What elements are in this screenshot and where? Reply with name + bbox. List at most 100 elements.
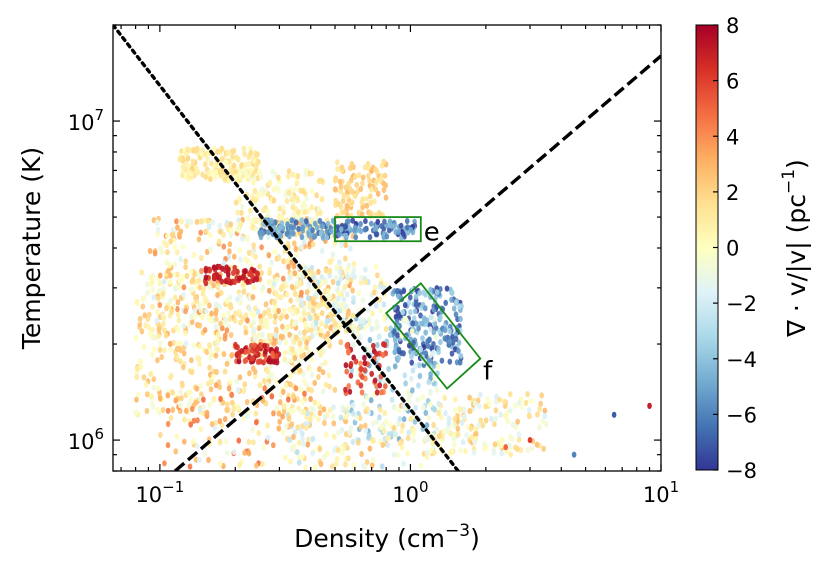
scatter-point [411,437,417,444]
scatter-point [358,360,363,367]
scatter-point [242,357,248,365]
scatter-point [317,366,322,373]
scatter-point [208,386,214,393]
scatter-point [365,306,371,314]
scatter-point [356,172,362,179]
scatter-point [262,342,268,349]
scatter-point [464,432,469,439]
scatter-point [150,303,155,310]
scatter-point [191,147,196,154]
scatter-point [449,350,455,357]
scatter-point [235,209,240,216]
scatter-point [187,389,193,396]
scatter-point [371,342,376,349]
scatter-point [160,290,166,298]
scatter-point [377,406,383,413]
scatter-point [343,362,349,369]
scatter-point [181,364,186,371]
scatter-point [228,304,234,311]
scatter-point [337,231,342,238]
scatter-point [303,265,309,272]
scatter-point [243,312,249,319]
scatter-point [208,347,213,354]
scatter-point [262,310,267,317]
annotations: ef [424,218,493,387]
colorbar-tick-label: −4 [726,348,757,372]
scatter-point [366,316,372,323]
scatter-point [300,188,306,195]
scatter-point [354,181,360,189]
scatter-point [174,345,180,352]
scatter-point [510,421,516,428]
scatter-point [217,418,223,425]
scatter-point [493,407,499,414]
scatter-point [224,406,229,413]
scatter-point [611,411,617,418]
scatter-point [384,233,390,240]
scatter-point [319,274,325,281]
scatter-point [142,312,148,319]
scatter-point [238,319,243,326]
scatter-point [272,318,278,325]
scatter-point [237,247,243,254]
scatter-point [293,291,298,298]
scatter-point [380,352,386,359]
scatter-point [395,451,401,458]
scatter-point [266,278,272,286]
scatter-point [339,164,345,171]
scatter-point [250,193,255,200]
scatter-point [308,218,314,225]
scatter-point [297,340,303,347]
scatter-point [363,278,369,286]
scatter-point [344,291,350,298]
scatter-point [270,350,275,357]
scatter-point [235,387,241,394]
scatter-point [177,340,183,347]
scatter-point [232,264,237,271]
scatter-point [272,358,278,365]
scatter-point [338,203,344,210]
scatter-point [392,223,398,230]
scatter-point [289,421,295,428]
scatter-point [281,204,286,211]
scatter-point [201,300,206,307]
scatter-point [286,416,292,423]
scatter-point [208,175,213,183]
scatter-point [134,409,139,416]
scatter-point [362,354,367,361]
scatter-point [315,303,321,310]
scatter-point [512,402,518,409]
scatter-point [393,337,398,344]
scatter-point [366,172,371,180]
scatter-point [278,232,284,239]
scatter-point [161,314,167,322]
scatter-point [348,372,354,379]
scatter-point [362,360,368,367]
x-tick-label: 101 [643,478,679,507]
scatter-point [327,293,333,300]
scatter-point [364,195,370,202]
scatter-point [287,275,292,282]
scatter-point [138,358,143,365]
scatter-point [217,228,223,235]
scatter-point [337,322,343,329]
scatter-point [241,145,247,152]
scatter-point [370,310,375,317]
scatter-point [408,309,413,316]
scatter-point [253,410,259,417]
scatter-point [341,209,347,216]
scatter-point [290,229,295,236]
region-e-box [334,216,422,243]
scatter-point [392,349,398,356]
scatter-point [367,445,373,452]
scatter-point [288,373,293,380]
scatter-point [290,407,296,414]
scatter-point [204,348,210,356]
scatter-point [428,314,434,321]
scatter-point [345,266,350,273]
scatter-point [376,210,382,217]
scatter-point [382,218,387,225]
scatter-point [379,389,384,396]
scatter-point [154,219,160,226]
scatter-point [469,434,474,441]
